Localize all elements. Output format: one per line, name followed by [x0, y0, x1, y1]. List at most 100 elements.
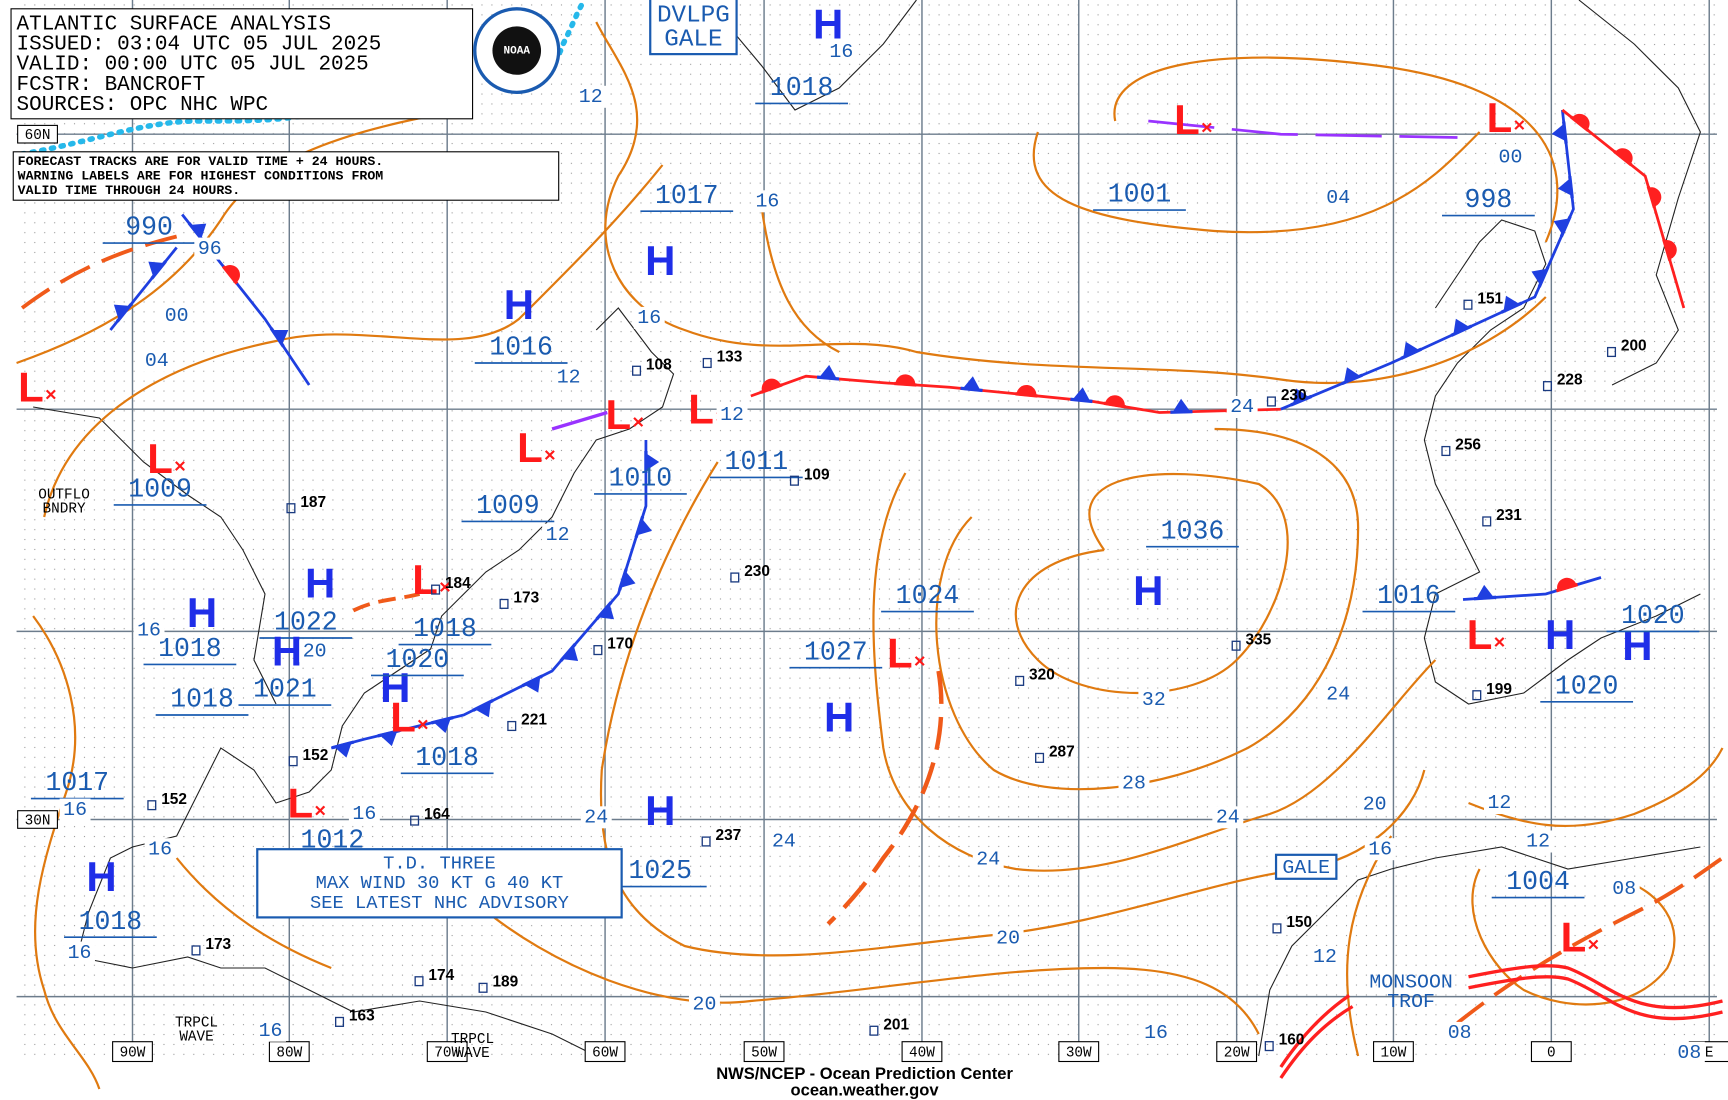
cold-front-triangle [1551, 123, 1566, 142]
map-label: TRPCL WAVE [175, 1015, 218, 1045]
isobar-label: 12 [720, 403, 744, 426]
station-marker [1015, 675, 1025, 686]
station-pressure: 173 [513, 589, 539, 606]
lon-label: 90W [120, 1045, 146, 1061]
header-box [10, 8, 474, 120]
high-symbol: H [1133, 567, 1163, 614]
station-pressure: 320 [1029, 666, 1055, 683]
lon-label-box [112, 1041, 153, 1063]
front-line [377, 729, 400, 738]
pressure-label: 1024 [896, 581, 960, 611]
station-marker [702, 357, 712, 369]
isobar-label: 12 [557, 366, 581, 389]
high-symbol: H [86, 853, 116, 900]
low-x: × [544, 445, 556, 468]
isobar-label-bg [542, 523, 574, 546]
low-symbol: L [147, 435, 173, 482]
station-pressure: 237 [715, 827, 741, 844]
station-marker [288, 756, 298, 767]
front-line [1568, 176, 1574, 199]
occluded-front [551, 410, 608, 431]
lon-label-box [1058, 1041, 1100, 1063]
pressure-label: 1018 [158, 634, 222, 664]
header-line: FCSTR: BANCROFT [17, 74, 206, 97]
warm-front-semicircle [1105, 395, 1125, 407]
pressure-label: 1018 [770, 73, 834, 103]
station-marker [1035, 752, 1045, 763]
isobar-label: 20 [693, 993, 717, 1016]
isobar-label: 08 [1448, 1021, 1472, 1044]
station-marker [335, 1016, 345, 1027]
station-pressure: 109 [804, 466, 830, 483]
front-line [750, 374, 1281, 414]
station-marker [869, 1025, 879, 1036]
map-label: GALE [1282, 856, 1330, 879]
isobar-label-bg [716, 403, 748, 426]
cold-front-triangle [1403, 341, 1420, 358]
cold-front-triangle [1172, 398, 1191, 413]
station-pressure: 151 [1477, 290, 1503, 307]
isobar-label-bg [64, 941, 95, 964]
isobar-label-bg [141, 349, 173, 372]
front-line [1561, 108, 1686, 309]
footer-line: ocean.weather.gov [791, 1081, 940, 1100]
isobar-label-bg [580, 806, 612, 829]
lon-label: E [1705, 1045, 1714, 1061]
station-marker [1542, 381, 1552, 392]
low-x: × [174, 456, 186, 479]
front-line [816, 375, 840, 381]
isobar-label: 12 [1313, 945, 1337, 968]
pressure-label: 1009 [128, 475, 192, 505]
isobar-label-bg [751, 190, 783, 213]
pressure-label: 1004 [1506, 867, 1570, 897]
monsoon-trough [1279, 994, 1354, 1079]
pressure-label: 1018 [413, 614, 477, 644]
high-symbol: H [813, 1, 843, 48]
pressure-label: 1022 [274, 608, 338, 638]
isobar-label: 00 [165, 304, 189, 327]
isobar-label-bg [1322, 187, 1354, 209]
coastlines [33, 0, 1701, 1057]
cold-front-triangle [113, 304, 130, 320]
warm-front-semicircle [1016, 384, 1037, 396]
map-label: DVLPG GALE [657, 3, 730, 54]
isobar-label: 16 [829, 40, 853, 63]
isobar-label-bg [1226, 396, 1258, 418]
label-box [649, 0, 738, 56]
cold-front-triangle [475, 701, 491, 718]
isobar-label: 12 [1526, 830, 1550, 853]
pressure-label: 1016 [1377, 581, 1441, 611]
noaa-logo-inner [492, 26, 542, 75]
isobar-label: 16 [1144, 1021, 1168, 1044]
low-x: × [1587, 934, 1599, 957]
station-pressure: 230 [744, 563, 770, 580]
isobar-label-bg [575, 85, 607, 108]
note-box [12, 151, 560, 201]
isobar-label-bg [348, 803, 380, 825]
station-pressure: 108 [646, 356, 672, 373]
monsoon-trough [1468, 964, 1723, 1021]
station-marker [730, 572, 740, 583]
warm-front-semicircle [1648, 187, 1662, 207]
high-symbol: H [645, 787, 675, 834]
cold-front-triangle [1453, 318, 1470, 335]
front-line [1450, 324, 1473, 337]
isobar-label: 04 [145, 349, 169, 372]
isobar-label: 20 [1363, 792, 1387, 815]
isobar-label-bg [972, 848, 1004, 871]
isobar-label: 20 [303, 639, 327, 662]
lon-label-box [268, 1041, 310, 1063]
pressure-label: 1027 [804, 637, 868, 667]
trough [826, 670, 944, 926]
station-pressure: 189 [492, 973, 518, 990]
warm-front-semicircle [761, 378, 781, 392]
isobar-label: 04 [1326, 186, 1350, 209]
low-symbol: L [18, 364, 44, 411]
isobar-label-bg [144, 838, 176, 861]
lat-label-box [17, 124, 58, 144]
station-pressure: 287 [1049, 743, 1075, 760]
cold-front-triangle [433, 718, 451, 734]
isobar-label: 16 [755, 190, 779, 213]
pressure-label: 1011 [725, 447, 789, 477]
cold-front-triangle [962, 376, 981, 391]
